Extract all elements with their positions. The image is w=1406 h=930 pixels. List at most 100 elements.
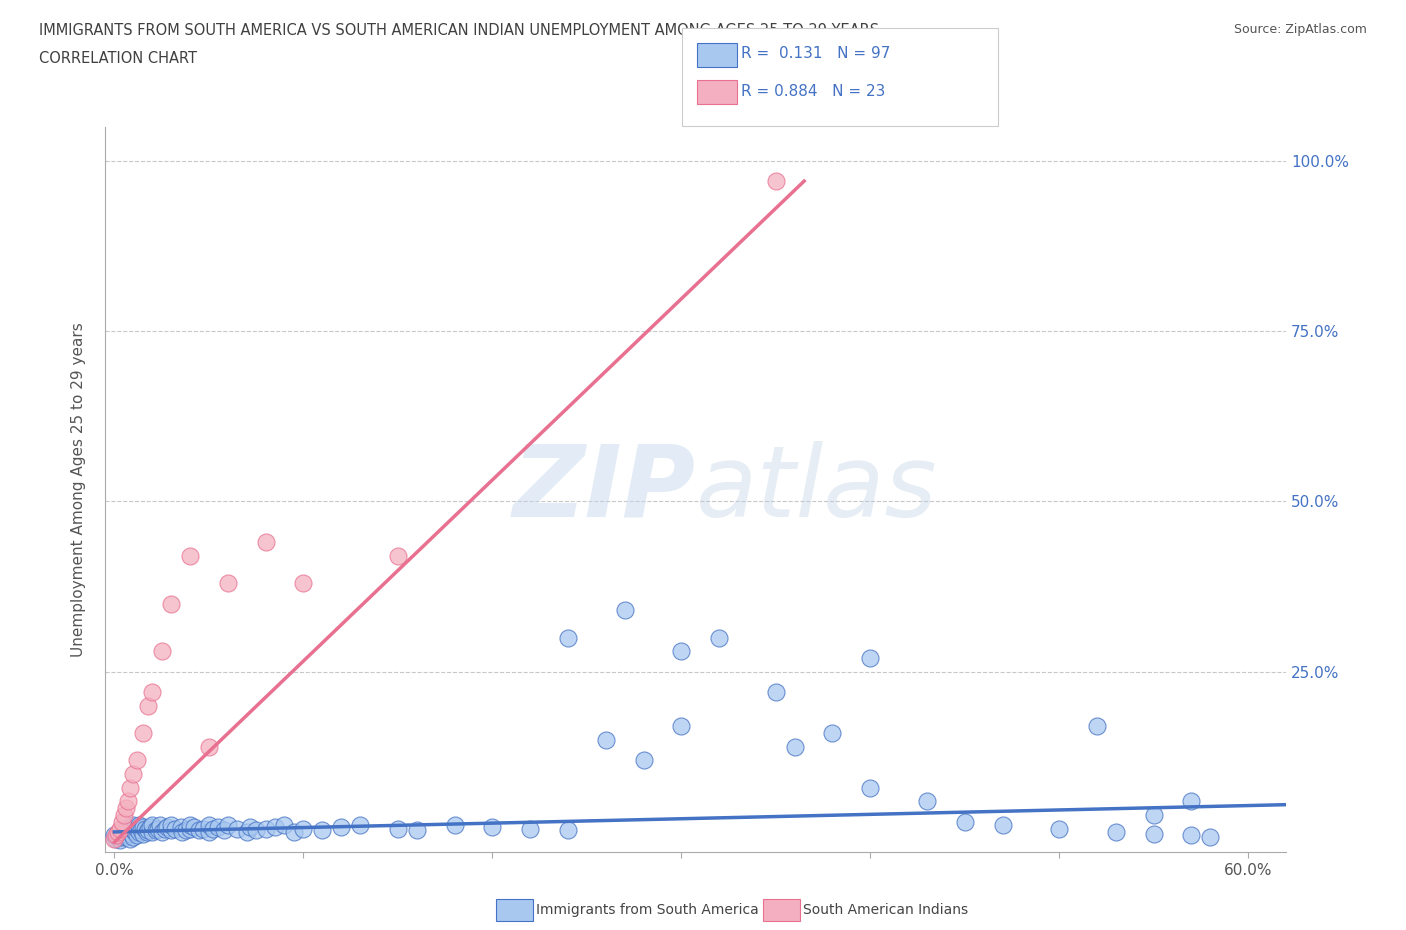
Point bbox=[112, 825, 135, 840]
Text: R = 0.884   N = 23: R = 0.884 N = 23 bbox=[741, 84, 886, 99]
Point bbox=[405, 822, 427, 837]
Point bbox=[595, 733, 617, 748]
Point bbox=[254, 821, 277, 836]
Point bbox=[292, 576, 315, 591]
Point bbox=[128, 817, 150, 832]
Point bbox=[198, 739, 221, 754]
Point bbox=[112, 807, 135, 822]
Point bbox=[112, 828, 135, 843]
Point bbox=[179, 549, 201, 564]
Point bbox=[169, 819, 191, 834]
Point bbox=[134, 821, 156, 836]
Point bbox=[193, 821, 215, 836]
Point bbox=[132, 827, 155, 842]
Point bbox=[118, 780, 141, 795]
Point bbox=[163, 821, 186, 836]
Point bbox=[122, 830, 145, 844]
Point bbox=[122, 766, 145, 781]
Point bbox=[141, 817, 163, 832]
Point bbox=[226, 821, 249, 836]
Point bbox=[138, 822, 160, 837]
Point bbox=[139, 819, 162, 834]
Point bbox=[991, 817, 1014, 832]
Point bbox=[387, 549, 409, 564]
Point bbox=[111, 830, 134, 844]
Point bbox=[135, 825, 157, 840]
Point bbox=[179, 817, 201, 832]
Point bbox=[103, 828, 125, 843]
Point bbox=[633, 753, 655, 768]
Point bbox=[124, 825, 146, 840]
Point bbox=[160, 817, 183, 832]
Point bbox=[120, 819, 142, 834]
Point bbox=[111, 815, 134, 830]
Point bbox=[1047, 821, 1070, 836]
Point bbox=[1180, 794, 1202, 809]
Point bbox=[765, 684, 787, 699]
Point bbox=[141, 825, 163, 840]
Point bbox=[707, 631, 730, 645]
Text: IMMIGRANTS FROM SOUTH AMERICA VS SOUTH AMERICAN INDIAN UNEMPLOYMENT AMONG AGES 2: IMMIGRANTS FROM SOUTH AMERICA VS SOUTH A… bbox=[39, 23, 880, 38]
Point bbox=[671, 719, 693, 734]
Point bbox=[217, 817, 239, 832]
Point bbox=[519, 821, 541, 836]
Point bbox=[613, 603, 636, 618]
Point bbox=[443, 817, 465, 832]
Point bbox=[1105, 825, 1128, 840]
Point bbox=[117, 828, 139, 843]
Text: atlas: atlas bbox=[696, 441, 938, 538]
Point bbox=[107, 830, 129, 844]
Point bbox=[1199, 830, 1222, 844]
Point bbox=[201, 821, 224, 836]
Point bbox=[292, 821, 315, 836]
Point bbox=[114, 830, 136, 844]
Point bbox=[172, 825, 194, 840]
Point bbox=[105, 831, 128, 846]
Point bbox=[128, 825, 150, 840]
Point bbox=[146, 821, 169, 836]
Point bbox=[150, 825, 173, 840]
Point bbox=[198, 817, 221, 832]
Text: CORRELATION CHART: CORRELATION CHART bbox=[39, 51, 197, 66]
Point bbox=[349, 817, 371, 832]
Point bbox=[160, 822, 183, 837]
Point bbox=[103, 831, 125, 846]
Text: R =  0.131   N = 97: R = 0.131 N = 97 bbox=[741, 46, 890, 61]
Point bbox=[132, 725, 155, 740]
Point bbox=[108, 832, 131, 847]
Point bbox=[179, 821, 201, 836]
Point bbox=[212, 822, 235, 837]
Point bbox=[859, 780, 882, 795]
Point bbox=[118, 831, 141, 846]
Point bbox=[114, 801, 136, 816]
Point bbox=[953, 815, 976, 830]
Point bbox=[273, 817, 295, 832]
Point bbox=[141, 684, 163, 699]
Point bbox=[127, 828, 149, 843]
Point bbox=[330, 819, 353, 834]
Point bbox=[127, 821, 149, 836]
Point bbox=[122, 817, 145, 832]
Text: Immigrants from South America: Immigrants from South America bbox=[536, 902, 758, 917]
Point bbox=[129, 822, 152, 837]
Point bbox=[105, 828, 128, 843]
Point bbox=[239, 819, 262, 834]
Text: Source: ZipAtlas.com: Source: ZipAtlas.com bbox=[1233, 23, 1367, 36]
Point bbox=[150, 644, 173, 658]
Point bbox=[311, 822, 333, 837]
Point bbox=[217, 576, 239, 591]
Point bbox=[264, 819, 287, 834]
Point bbox=[557, 631, 579, 645]
Point bbox=[117, 822, 139, 837]
Point bbox=[174, 822, 197, 837]
Point bbox=[160, 596, 183, 611]
Point bbox=[235, 825, 257, 840]
Point bbox=[155, 821, 177, 836]
Point bbox=[765, 174, 787, 189]
Point bbox=[915, 794, 938, 809]
Text: ZIP: ZIP bbox=[512, 441, 696, 538]
Point bbox=[1143, 827, 1166, 842]
Point bbox=[859, 651, 882, 666]
Point bbox=[254, 535, 277, 550]
Point bbox=[145, 822, 167, 837]
